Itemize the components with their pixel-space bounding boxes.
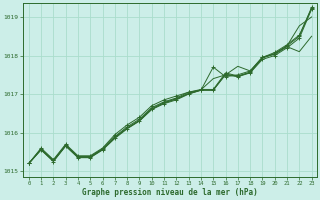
X-axis label: Graphe pression niveau de la mer (hPa): Graphe pression niveau de la mer (hPa) <box>82 188 258 197</box>
